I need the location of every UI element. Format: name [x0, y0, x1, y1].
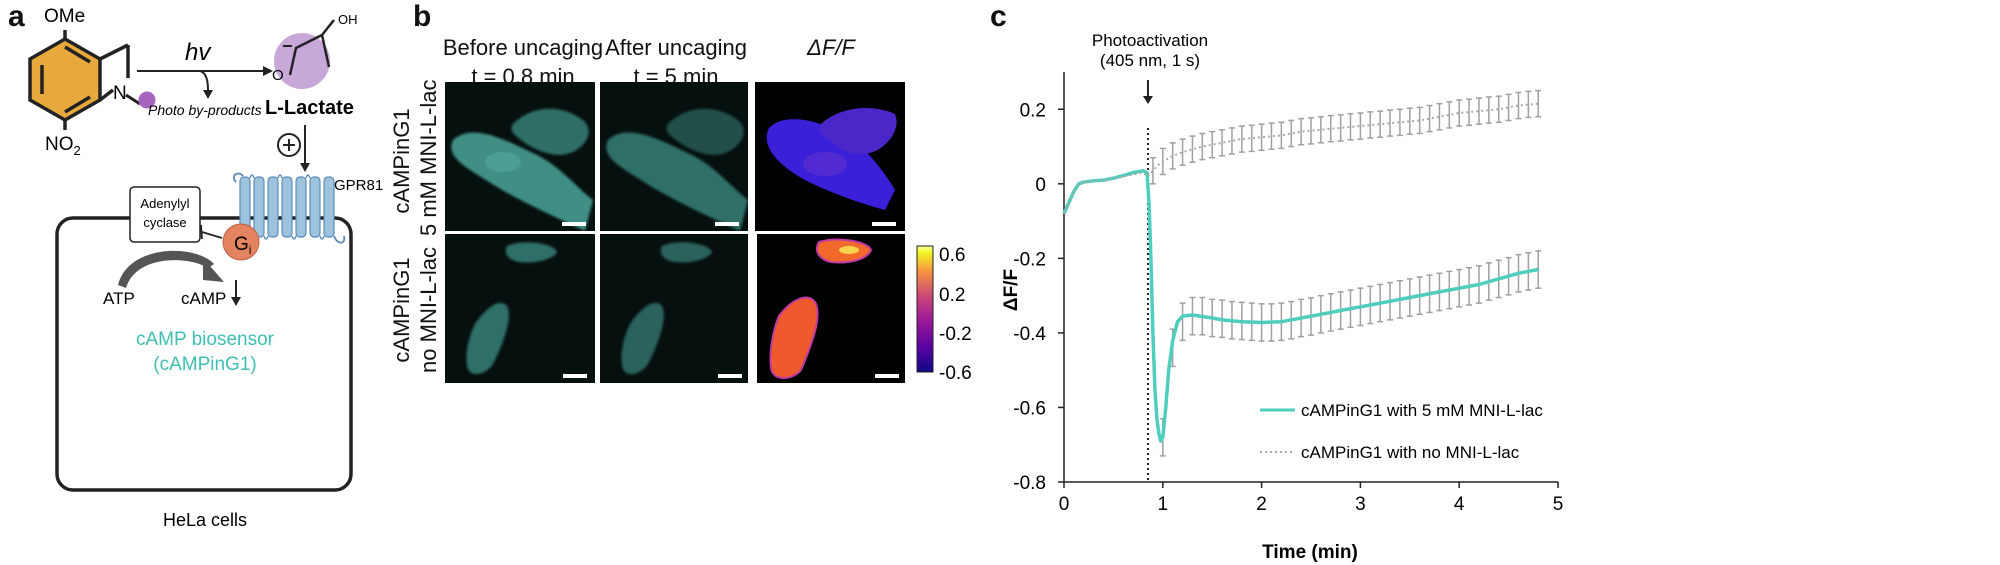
scale-bar	[563, 374, 587, 378]
scale-bar	[872, 222, 896, 226]
scale-bar	[562, 222, 586, 226]
lactate-molecule: O OH L-Lactate	[265, 12, 358, 119]
hv-label: hv	[185, 39, 212, 66]
micrograph-row1-after	[600, 82, 748, 231]
gpr81-receptor: GPR81	[232, 172, 383, 244]
x-tick-label: 1	[1158, 494, 1169, 515]
o-atom-label: O	[272, 67, 284, 84]
ome-label: OMe	[44, 6, 85, 27]
adenylyl-label: Adenylyl	[140, 196, 189, 211]
series-line-control	[1063, 102, 1539, 215]
scale-bar	[715, 222, 739, 226]
panel-a-letter: a	[8, 0, 25, 33]
x-tick-label: 2	[1256, 494, 1267, 515]
y-tick-label: 0	[1035, 175, 1046, 196]
y-axis-title: ΔF/F	[1001, 269, 1022, 311]
legend-label-treated: cAMPinG1 with 5 mM MNI-L-lac	[1301, 401, 1543, 420]
scale-bar	[718, 374, 742, 378]
activation-plus	[277, 133, 301, 157]
x-tick-label: 5	[1553, 494, 1564, 515]
x-tick-label: 0	[1059, 494, 1070, 515]
inhibition-line	[201, 231, 223, 239]
col-deltaf-header: ΔF/F	[807, 35, 855, 60]
y-tick-label: -0.8	[1013, 473, 1046, 494]
col-before-line1: Before uncaging	[442, 35, 604, 60]
y-tick-label: -0.6	[1013, 398, 1046, 419]
panel-a-schematic: OMe N NO2 hv Photo by-products O OH L-La…	[28, 6, 383, 530]
scale-bar	[875, 374, 899, 378]
colorbar-tick-label: 0.6	[939, 245, 965, 266]
micrograph-row2-after	[600, 234, 748, 383]
colorbar-tick-label: -0.6	[939, 363, 972, 380]
row1-label: cAMPinG1 5 mM MNI-L-lac	[389, 79, 441, 236]
x-axis-title: Time (min)	[1262, 542, 1358, 563]
hela-cells-label: HeLa cells	[163, 510, 247, 530]
photolysis-arrow: hv Photo by-products	[137, 39, 273, 118]
photoactivation-label-2: (405 nm, 1 s)	[1100, 51, 1200, 70]
photoactivation-arrowhead	[1142, 96, 1153, 104]
gi-label: Gi	[234, 234, 251, 257]
colorbar-tick-label: -0.2	[939, 324, 972, 345]
legend: cAMPinG1 with 5 mM MNI-L-lac cAMPinG1 wi…	[1260, 401, 1543, 462]
micrograph-row2-before	[445, 234, 595, 383]
deltaf-map-row1	[755, 82, 905, 231]
colorbar: 0.6 0.2 -0.2 -0.6	[916, 245, 972, 380]
x-tick-label: 3	[1355, 494, 1366, 515]
n-atom-label: N	[113, 83, 127, 104]
colorbar-tick-label: 0.2	[939, 285, 965, 306]
hela-cell-outline	[55, 216, 353, 492]
adenylyl-cyclase: Adenylyl cyclase	[129, 186, 201, 243]
y-tick-label: 0.2	[1020, 100, 1046, 121]
legend-label-control: cAMPinG1 with no MNI-L-lac	[1301, 443, 1520, 462]
oh-label: OH	[338, 12, 358, 27]
mni-caged-compound: OMe N NO2	[28, 6, 156, 158]
deltaf-map-row2	[757, 234, 905, 383]
col-after-line1: After uncaging	[605, 35, 747, 60]
gi-protein: Gi	[222, 223, 260, 261]
micrograph-row1-before	[445, 82, 595, 231]
atp-label: ATP	[103, 289, 135, 308]
atp-to-camp-arrow	[118, 250, 224, 288]
gpr81-label: GPR81	[334, 177, 383, 194]
x-tick-label: 4	[1454, 494, 1465, 515]
biosensor-label-1: cAMP biosensor	[136, 329, 275, 350]
camp-label: cAMP	[181, 289, 226, 308]
cyclase-label: cyclase	[143, 215, 186, 230]
caging-group-dot	[138, 91, 156, 109]
row2-label: cAMPinG1 no MNI-L-lac	[389, 247, 441, 373]
time-course-chart: 0 1 2 3 4 5 0.2 0 -0.2 -0.4 -0.6 -0.8 Photoactivati…	[1001, 31, 1564, 563]
y-tick-label: -0.2	[1013, 249, 1046, 270]
panel-c-letter: c	[990, 0, 1007, 33]
y-tick-label: -0.4	[1013, 324, 1046, 345]
panel-b-letter: b	[413, 0, 432, 33]
biosensor-label-2: (cAMPinG1)	[153, 354, 256, 375]
photoactivation-label-1: Photoactivation	[1092, 31, 1208, 50]
photo-byproducts-label: Photo by-products	[148, 102, 262, 118]
no2-label: NO2	[45, 134, 81, 158]
lactate-label: L-Lactate	[265, 97, 354, 119]
